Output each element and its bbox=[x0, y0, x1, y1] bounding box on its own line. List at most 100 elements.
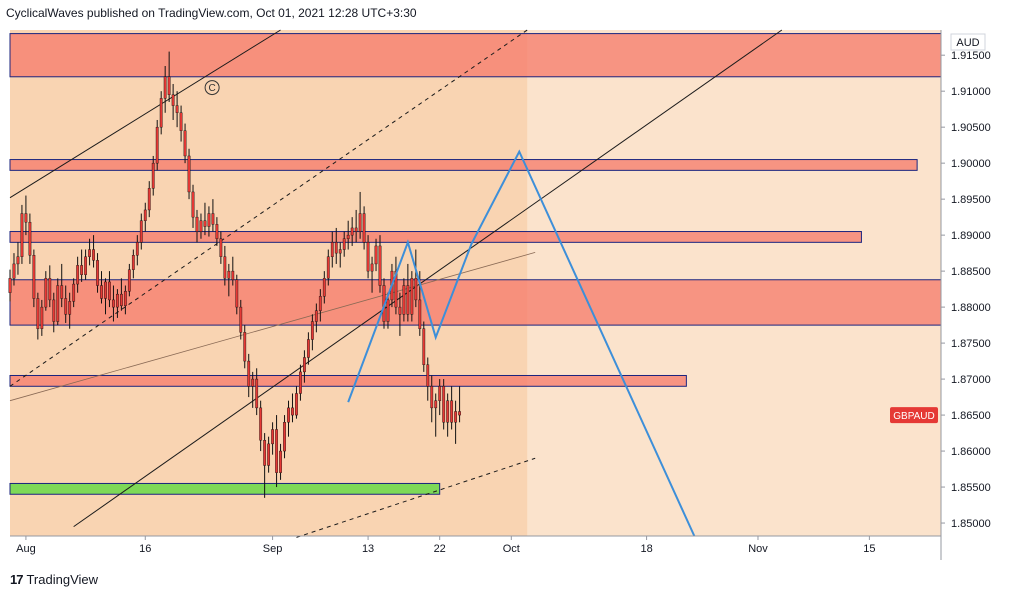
candle-body-63 bbox=[259, 407, 263, 441]
currency-label: AUD bbox=[956, 37, 979, 49]
y-tick-label: 1.90000 bbox=[951, 158, 991, 170]
candle-body-57 bbox=[235, 279, 239, 308]
channel-lines-layer bbox=[9, 29, 783, 538]
candle-body-56 bbox=[231, 270, 235, 280]
candle-body-65 bbox=[267, 443, 271, 466]
candle-body-28 bbox=[120, 293, 123, 306]
resistance-zone-4 bbox=[9, 374, 687, 387]
candle-body-64 bbox=[263, 440, 267, 466]
candle-body-107 bbox=[434, 400, 438, 409]
footer-brand: TradingView bbox=[26, 572, 99, 587]
candle-body-30 bbox=[127, 269, 131, 292]
candle-body-26 bbox=[112, 299, 115, 308]
candle-body-4 bbox=[24, 213, 28, 223]
candle-body-39 bbox=[163, 76, 167, 99]
projected-wave-path bbox=[347, 149, 696, 537]
candle-body-79 bbox=[322, 278, 326, 297]
support-zone bbox=[9, 482, 441, 495]
symbol-label-group: GBPAUD bbox=[890, 407, 938, 424]
candle-body-113 bbox=[458, 411, 461, 416]
x-tick-label: Aug bbox=[16, 543, 36, 555]
y-tick-label: 1.88000 bbox=[951, 302, 991, 314]
candle-body-13 bbox=[60, 285, 64, 299]
wave-label-circle bbox=[204, 80, 220, 96]
candle-body-48 bbox=[199, 220, 203, 232]
candle-body-102 bbox=[414, 278, 418, 301]
candle-body-2 bbox=[16, 256, 20, 265]
candle-body-3 bbox=[20, 213, 24, 257]
y-tick-label: 1.89000 bbox=[951, 230, 991, 242]
zones-layer bbox=[9, 33, 942, 495]
x-tick-label: Oct bbox=[503, 543, 520, 555]
candle-body-24 bbox=[104, 281, 107, 299]
candle-body-5 bbox=[28, 221, 32, 256]
candle-body-16 bbox=[72, 283, 76, 302]
candle-body-40 bbox=[167, 76, 171, 95]
candle-body-98 bbox=[398, 306, 402, 315]
candle-body-72 bbox=[295, 393, 298, 416]
candle-body-14 bbox=[64, 298, 68, 315]
tradingview-logo-icon: 17 bbox=[10, 572, 24, 587]
candle-body-78 bbox=[318, 296, 322, 311]
candle-body-80 bbox=[326, 256, 330, 279]
candle-body-38 bbox=[159, 98, 163, 128]
candle-body-44 bbox=[183, 130, 187, 157]
wave-label-text: C bbox=[208, 83, 215, 94]
candle-body-67 bbox=[275, 429, 278, 473]
candle-body-91 bbox=[370, 263, 374, 272]
resistance-zone-2 bbox=[9, 231, 862, 243]
candle-body-73 bbox=[299, 371, 302, 394]
candle-body-29 bbox=[123, 291, 127, 306]
candle-body-54 bbox=[223, 256, 227, 279]
candle-body-47 bbox=[195, 216, 199, 232]
x-tick-label: Sep bbox=[263, 543, 283, 555]
candle-body-75 bbox=[306, 339, 310, 358]
candles-layer bbox=[8, 51, 461, 498]
candle-body-41 bbox=[171, 94, 175, 106]
channel-line-1 bbox=[73, 29, 783, 528]
candle-body-19 bbox=[84, 256, 87, 275]
publish-header: CyclicalWaves published on TradingView.c… bbox=[6, 6, 417, 20]
candle-body-58 bbox=[239, 306, 243, 333]
candle-body-36 bbox=[151, 162, 155, 189]
candle-body-12 bbox=[56, 285, 60, 322]
candle-body-84 bbox=[342, 238, 346, 250]
symbol-label-bg bbox=[890, 407, 938, 424]
candle-body-51 bbox=[211, 213, 215, 225]
x-tick-label: 16 bbox=[139, 543, 151, 555]
candle-body-92 bbox=[374, 245, 378, 265]
candle-body-52 bbox=[215, 224, 219, 239]
candle-body-74 bbox=[303, 357, 306, 373]
candle-body-62 bbox=[255, 378, 259, 409]
candle-body-71 bbox=[291, 407, 294, 416]
resistance-zone-0 bbox=[9, 33, 942, 78]
candle-body-8 bbox=[40, 306, 44, 329]
x-tick-label: 13 bbox=[362, 543, 374, 555]
candle-body-86 bbox=[350, 227, 354, 236]
candle-body-69 bbox=[283, 422, 286, 452]
candle-body-59 bbox=[243, 332, 247, 362]
channel-line-0 bbox=[9, 29, 281, 199]
candle-body-43 bbox=[179, 112, 183, 131]
candle-body-31 bbox=[131, 255, 135, 270]
candle-body-53 bbox=[219, 238, 223, 257]
candle-body-97 bbox=[394, 270, 398, 308]
candle-body-66 bbox=[271, 429, 274, 445]
resistance-zone-1 bbox=[9, 159, 918, 171]
candle-body-85 bbox=[346, 234, 350, 239]
candle-body-76 bbox=[310, 321, 314, 340]
candle-body-95 bbox=[386, 299, 390, 322]
channel-line-4 bbox=[9, 252, 536, 402]
candle-body-11 bbox=[52, 299, 56, 322]
candle-body-22 bbox=[96, 260, 99, 286]
candle-body-17 bbox=[76, 265, 80, 285]
channel-line-3 bbox=[296, 457, 536, 538]
candle-body-37 bbox=[155, 126, 159, 164]
candle-body-55 bbox=[227, 270, 231, 279]
candle-body-89 bbox=[362, 213, 366, 243]
candle-body-90 bbox=[366, 242, 370, 272]
candle-body-81 bbox=[330, 242, 334, 257]
candle-body-23 bbox=[100, 285, 103, 299]
x-tick-label: 22 bbox=[434, 543, 446, 555]
